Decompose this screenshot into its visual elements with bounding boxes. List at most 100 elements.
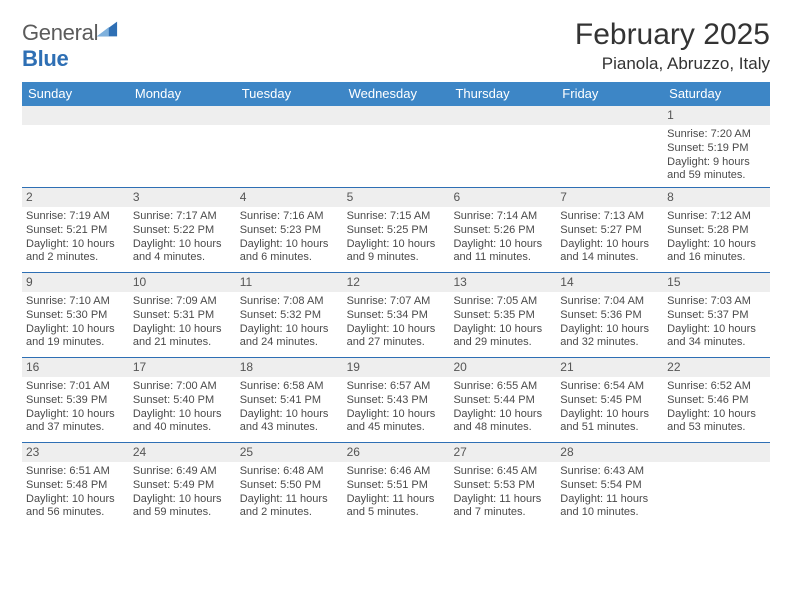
day-info-line: Sunrise: 7:14 AM [453,210,552,224]
day-info-line: Sunset: 5:40 PM [133,394,232,408]
day-number: 3 [129,188,236,207]
logo-text-blue: Blue [22,46,68,71]
day-cell: 1Sunrise: 7:20 AMSunset: 5:19 PMDaylight… [663,106,770,187]
title-block: February 2025 Pianola, Abruzzo, Italy [575,18,770,74]
day-info-line: Daylight: 10 hours and 45 minutes. [347,408,446,436]
day-info-line: Sunrise: 7:16 AM [240,210,339,224]
day-cell: 27Sunrise: 6:45 AMSunset: 5:53 PMDayligh… [449,443,556,527]
day-info-line: Sunrise: 7:05 AM [453,295,552,309]
day-info-line: Sunrise: 7:12 AM [667,210,766,224]
day-cell: 18Sunrise: 6:58 AMSunset: 5:41 PMDayligh… [236,358,343,442]
weekday-header-row: Sunday Monday Tuesday Wednesday Thursday… [22,82,770,106]
day-info-line: Sunset: 5:30 PM [26,309,125,323]
day-info-line: Daylight: 10 hours and 4 minutes. [133,238,232,266]
day-cell: 10Sunrise: 7:09 AMSunset: 5:31 PMDayligh… [129,273,236,357]
header: General Blue February 2025 Pianola, Abru… [22,18,770,74]
weekday-header: Wednesday [343,82,450,106]
day-cell: 15Sunrise: 7:03 AMSunset: 5:37 PMDayligh… [663,273,770,357]
day-number: 21 [556,358,663,377]
day-number [556,106,663,125]
day-cell [343,106,450,187]
day-cell: 3 Sunrise: 7:17 AMSunset: 5:22 PMDaylight… [129,188,236,272]
day-cell: 22Sunrise: 6:52 AMSunset: 5:46 PMDayligh… [663,358,770,442]
day-info-line: Sunset: 5:31 PM [133,309,232,323]
weekday-header: Monday [129,82,236,106]
week-row: 1Sunrise: 7:20 AMSunset: 5:19 PMDaylight… [22,106,770,188]
day-info-line: Sunset: 5:50 PM [240,479,339,493]
day-info-line: Sunrise: 7:10 AM [26,295,125,309]
day-info-line: Sunrise: 7:07 AM [347,295,446,309]
day-cell: 21Sunrise: 6:54 AMSunset: 5:45 PMDayligh… [556,358,663,442]
day-cell: 12Sunrise: 7:07 AMSunset: 5:34 PMDayligh… [343,273,450,357]
day-info-line: Daylight: 10 hours and 59 minutes. [133,493,232,521]
day-info-line: Daylight: 10 hours and 32 minutes. [560,323,659,351]
day-number: 1 [663,106,770,125]
day-info-line: Daylight: 10 hours and 19 minutes. [26,323,125,351]
day-info-line: Sunrise: 6:52 AM [667,380,766,394]
day-info-line: Sunrise: 7:15 AM [347,210,446,224]
day-cell: 17Sunrise: 7:00 AMSunset: 5:40 PMDayligh… [129,358,236,442]
day-info-line: Daylight: 11 hours and 2 minutes. [240,493,339,521]
day-cell: 13Sunrise: 7:05 AMSunset: 5:35 PMDayligh… [449,273,556,357]
day-info-line: Sunrise: 7:19 AM [26,210,125,224]
day-info-line: Sunrise: 6:45 AM [453,465,552,479]
day-number: 17 [129,358,236,377]
day-cell: 16Sunrise: 7:01 AMSunset: 5:39 PMDayligh… [22,358,129,442]
week-row: 2Sunrise: 7:19 AMSunset: 5:21 PMDaylight… [22,188,770,273]
day-info-line: Sunrise: 7:03 AM [667,295,766,309]
day-info-line: Sunrise: 6:54 AM [560,380,659,394]
logo: General Blue [22,20,118,72]
day-info-line: Sunset: 5:35 PM [453,309,552,323]
day-cell [129,106,236,187]
day-cell [236,106,343,187]
day-info-line: Sunset: 5:32 PM [240,309,339,323]
day-info-line: Sunrise: 6:49 AM [133,465,232,479]
day-info-line: Sunset: 5:46 PM [667,394,766,408]
day-info-line: Daylight: 10 hours and 51 minutes. [560,408,659,436]
calendar: Sunday Monday Tuesday Wednesday Thursday… [22,82,770,527]
day-info-line: Sunset: 5:37 PM [667,309,766,323]
day-cell: 4Sunrise: 7:16 AMSunset: 5:23 PMDaylight… [236,188,343,272]
day-cell: 26Sunrise: 6:46 AMSunset: 5:51 PMDayligh… [343,443,450,527]
day-number: 26 [343,443,450,462]
day-info-line: Sunrise: 6:48 AM [240,465,339,479]
day-number: 11 [236,273,343,292]
day-cell: 8Sunrise: 7:12 AMSunset: 5:28 PMDaylight… [663,188,770,272]
day-info-line: Sunrise: 7:01 AM [26,380,125,394]
weekday-header: Saturday [663,82,770,106]
day-cell: 5Sunrise: 7:15 AMSunset: 5:25 PMDaylight… [343,188,450,272]
day-info-line: Sunset: 5:43 PM [347,394,446,408]
day-cell [556,106,663,187]
day-info-line: Daylight: 10 hours and 53 minutes. [667,408,766,436]
day-info-line: Daylight: 10 hours and 48 minutes. [453,408,552,436]
day-info-line: Sunrise: 7:17 AM [133,210,232,224]
day-info-line: Daylight: 10 hours and 16 minutes. [667,238,766,266]
day-number: 15 [663,273,770,292]
weekday-header: Tuesday [236,82,343,106]
week-row: 9Sunrise: 7:10 AMSunset: 5:30 PMDaylight… [22,273,770,358]
day-cell: 28Sunrise: 6:43 AMSunset: 5:54 PMDayligh… [556,443,663,527]
day-number: 25 [236,443,343,462]
day-info-line: Sunset: 5:25 PM [347,224,446,238]
day-number [129,106,236,125]
weekday-header: Thursday [449,82,556,106]
month-title: February 2025 [575,18,770,52]
day-cell: 6Sunrise: 7:14 AMSunset: 5:26 PMDaylight… [449,188,556,272]
day-cell: 9Sunrise: 7:10 AMSunset: 5:30 PMDaylight… [22,273,129,357]
day-number [22,106,129,125]
day-info-line: Sunset: 5:19 PM [667,142,766,156]
day-info-line: Sunset: 5:28 PM [667,224,766,238]
logo-triangle-icon [96,18,118,40]
day-info-line: Sunset: 5:36 PM [560,309,659,323]
day-info-line: Daylight: 9 hours and 59 minutes. [667,156,766,184]
day-info-line: Daylight: 10 hours and 21 minutes. [133,323,232,351]
day-info-line: Daylight: 10 hours and 2 minutes. [26,238,125,266]
day-info-line: Sunrise: 6:57 AM [347,380,446,394]
day-info-line: Sunrise: 7:00 AM [133,380,232,394]
day-info-line: Sunset: 5:22 PM [133,224,232,238]
day-info-line: Sunset: 5:23 PM [240,224,339,238]
day-cell [663,443,770,527]
day-number: 23 [22,443,129,462]
day-info-line: Sunset: 5:34 PM [347,309,446,323]
day-number: 20 [449,358,556,377]
